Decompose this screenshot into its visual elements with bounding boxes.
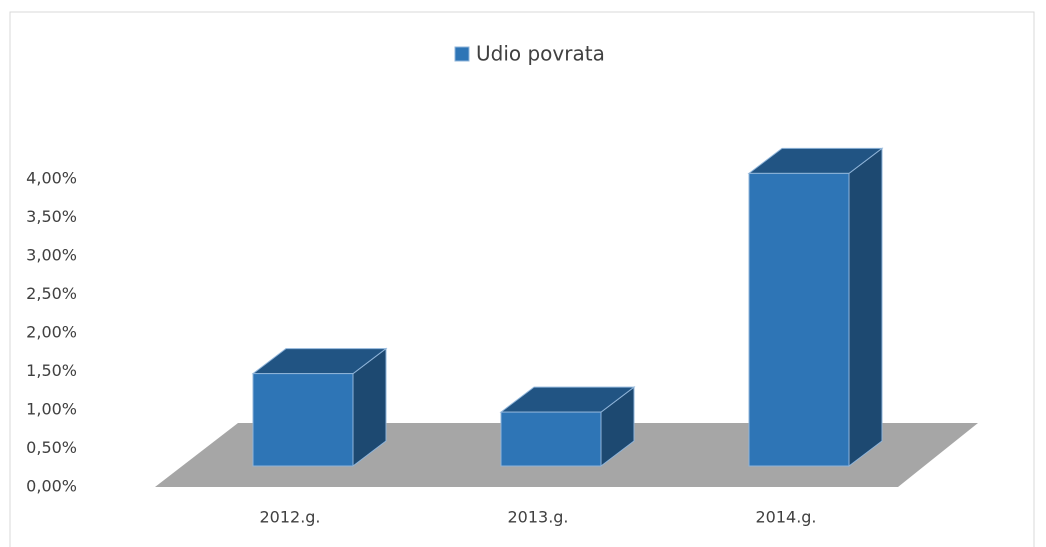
legend-label: Udio povrata xyxy=(476,42,605,66)
y-tick-label: 0,00% xyxy=(26,477,77,496)
y-tick-label: 0,50% xyxy=(26,438,77,457)
y-tick-label: 2,00% xyxy=(26,323,77,342)
x-tick-label: 2014.g. xyxy=(755,508,816,527)
y-tick-label: 2,50% xyxy=(26,284,77,303)
y-tick-label: 3,00% xyxy=(26,246,77,265)
bar-side xyxy=(848,147,883,468)
y-tick-label: 3,50% xyxy=(26,207,77,226)
bar xyxy=(500,411,602,467)
y-tick-label: 4,00% xyxy=(26,169,77,188)
x-tick-label: 2012.g. xyxy=(259,508,320,527)
bar xyxy=(252,373,354,467)
y-tick-label: 1,50% xyxy=(26,361,77,380)
bar xyxy=(748,172,850,467)
x-tick-label: 2013.g. xyxy=(507,508,568,527)
y-tick-label: 1,00% xyxy=(26,400,77,419)
legend-swatch xyxy=(454,46,470,62)
